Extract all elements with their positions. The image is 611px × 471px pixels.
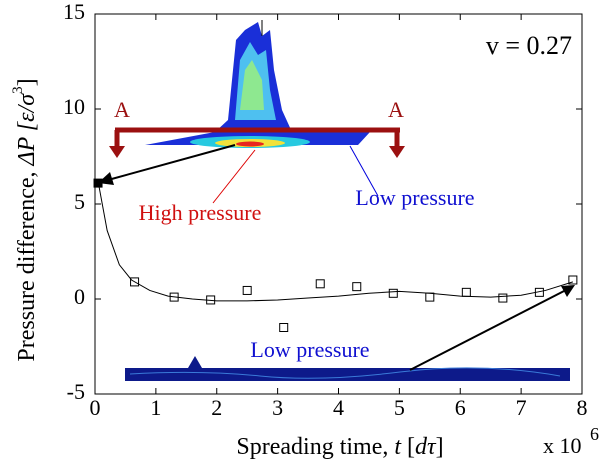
y-tick-label: -5 bbox=[67, 379, 85, 404]
data-point bbox=[130, 277, 140, 287]
annotation: Low pressure bbox=[355, 185, 474, 210]
x-tick-label: 8 bbox=[577, 395, 588, 420]
fit-line bbox=[97, 181, 574, 302]
x-tick-label: 7 bbox=[516, 395, 527, 420]
y-axis-label: Pressure difference, ΔP [ε/σ3] bbox=[10, 78, 39, 361]
data-point bbox=[242, 285, 252, 295]
x-scale-exponent: 6 bbox=[590, 424, 599, 444]
y-tick-label: 10 bbox=[63, 94, 85, 119]
section-label: A bbox=[388, 97, 404, 122]
data-point bbox=[461, 287, 471, 297]
y-tick-label: 0 bbox=[74, 284, 85, 309]
x-tick-label: 1 bbox=[150, 395, 161, 420]
x-tick-label: 2 bbox=[211, 395, 222, 420]
data-point bbox=[315, 279, 325, 289]
data-point bbox=[425, 292, 435, 302]
x-tick-label: 3 bbox=[272, 395, 283, 420]
section-label: A bbox=[114, 97, 130, 122]
x-tick-label: 6 bbox=[455, 395, 466, 420]
data-point bbox=[568, 275, 578, 285]
y-tick-label: 5 bbox=[74, 189, 85, 214]
x-scale-label: x 10 bbox=[543, 433, 582, 458]
x-tick-label: 4 bbox=[333, 395, 344, 420]
data-point bbox=[388, 288, 398, 298]
x-axis-label: Spreading time, t [dτ] bbox=[236, 434, 443, 460]
section-line bbox=[109, 127, 405, 158]
annotation: Low pressure bbox=[250, 337, 369, 362]
data-point bbox=[498, 293, 508, 303]
contour-inset-bottom bbox=[125, 356, 570, 381]
data-point bbox=[279, 323, 289, 332]
contour-inset-top bbox=[145, 20, 370, 148]
x-tick-label: 0 bbox=[90, 395, 101, 420]
x-tick-label: 5 bbox=[394, 395, 405, 420]
y-tick-label: 15 bbox=[63, 0, 85, 24]
annotation: High pressure bbox=[139, 200, 262, 225]
data-point bbox=[352, 282, 362, 292]
annotation: v = 0.27 bbox=[486, 31, 572, 60]
